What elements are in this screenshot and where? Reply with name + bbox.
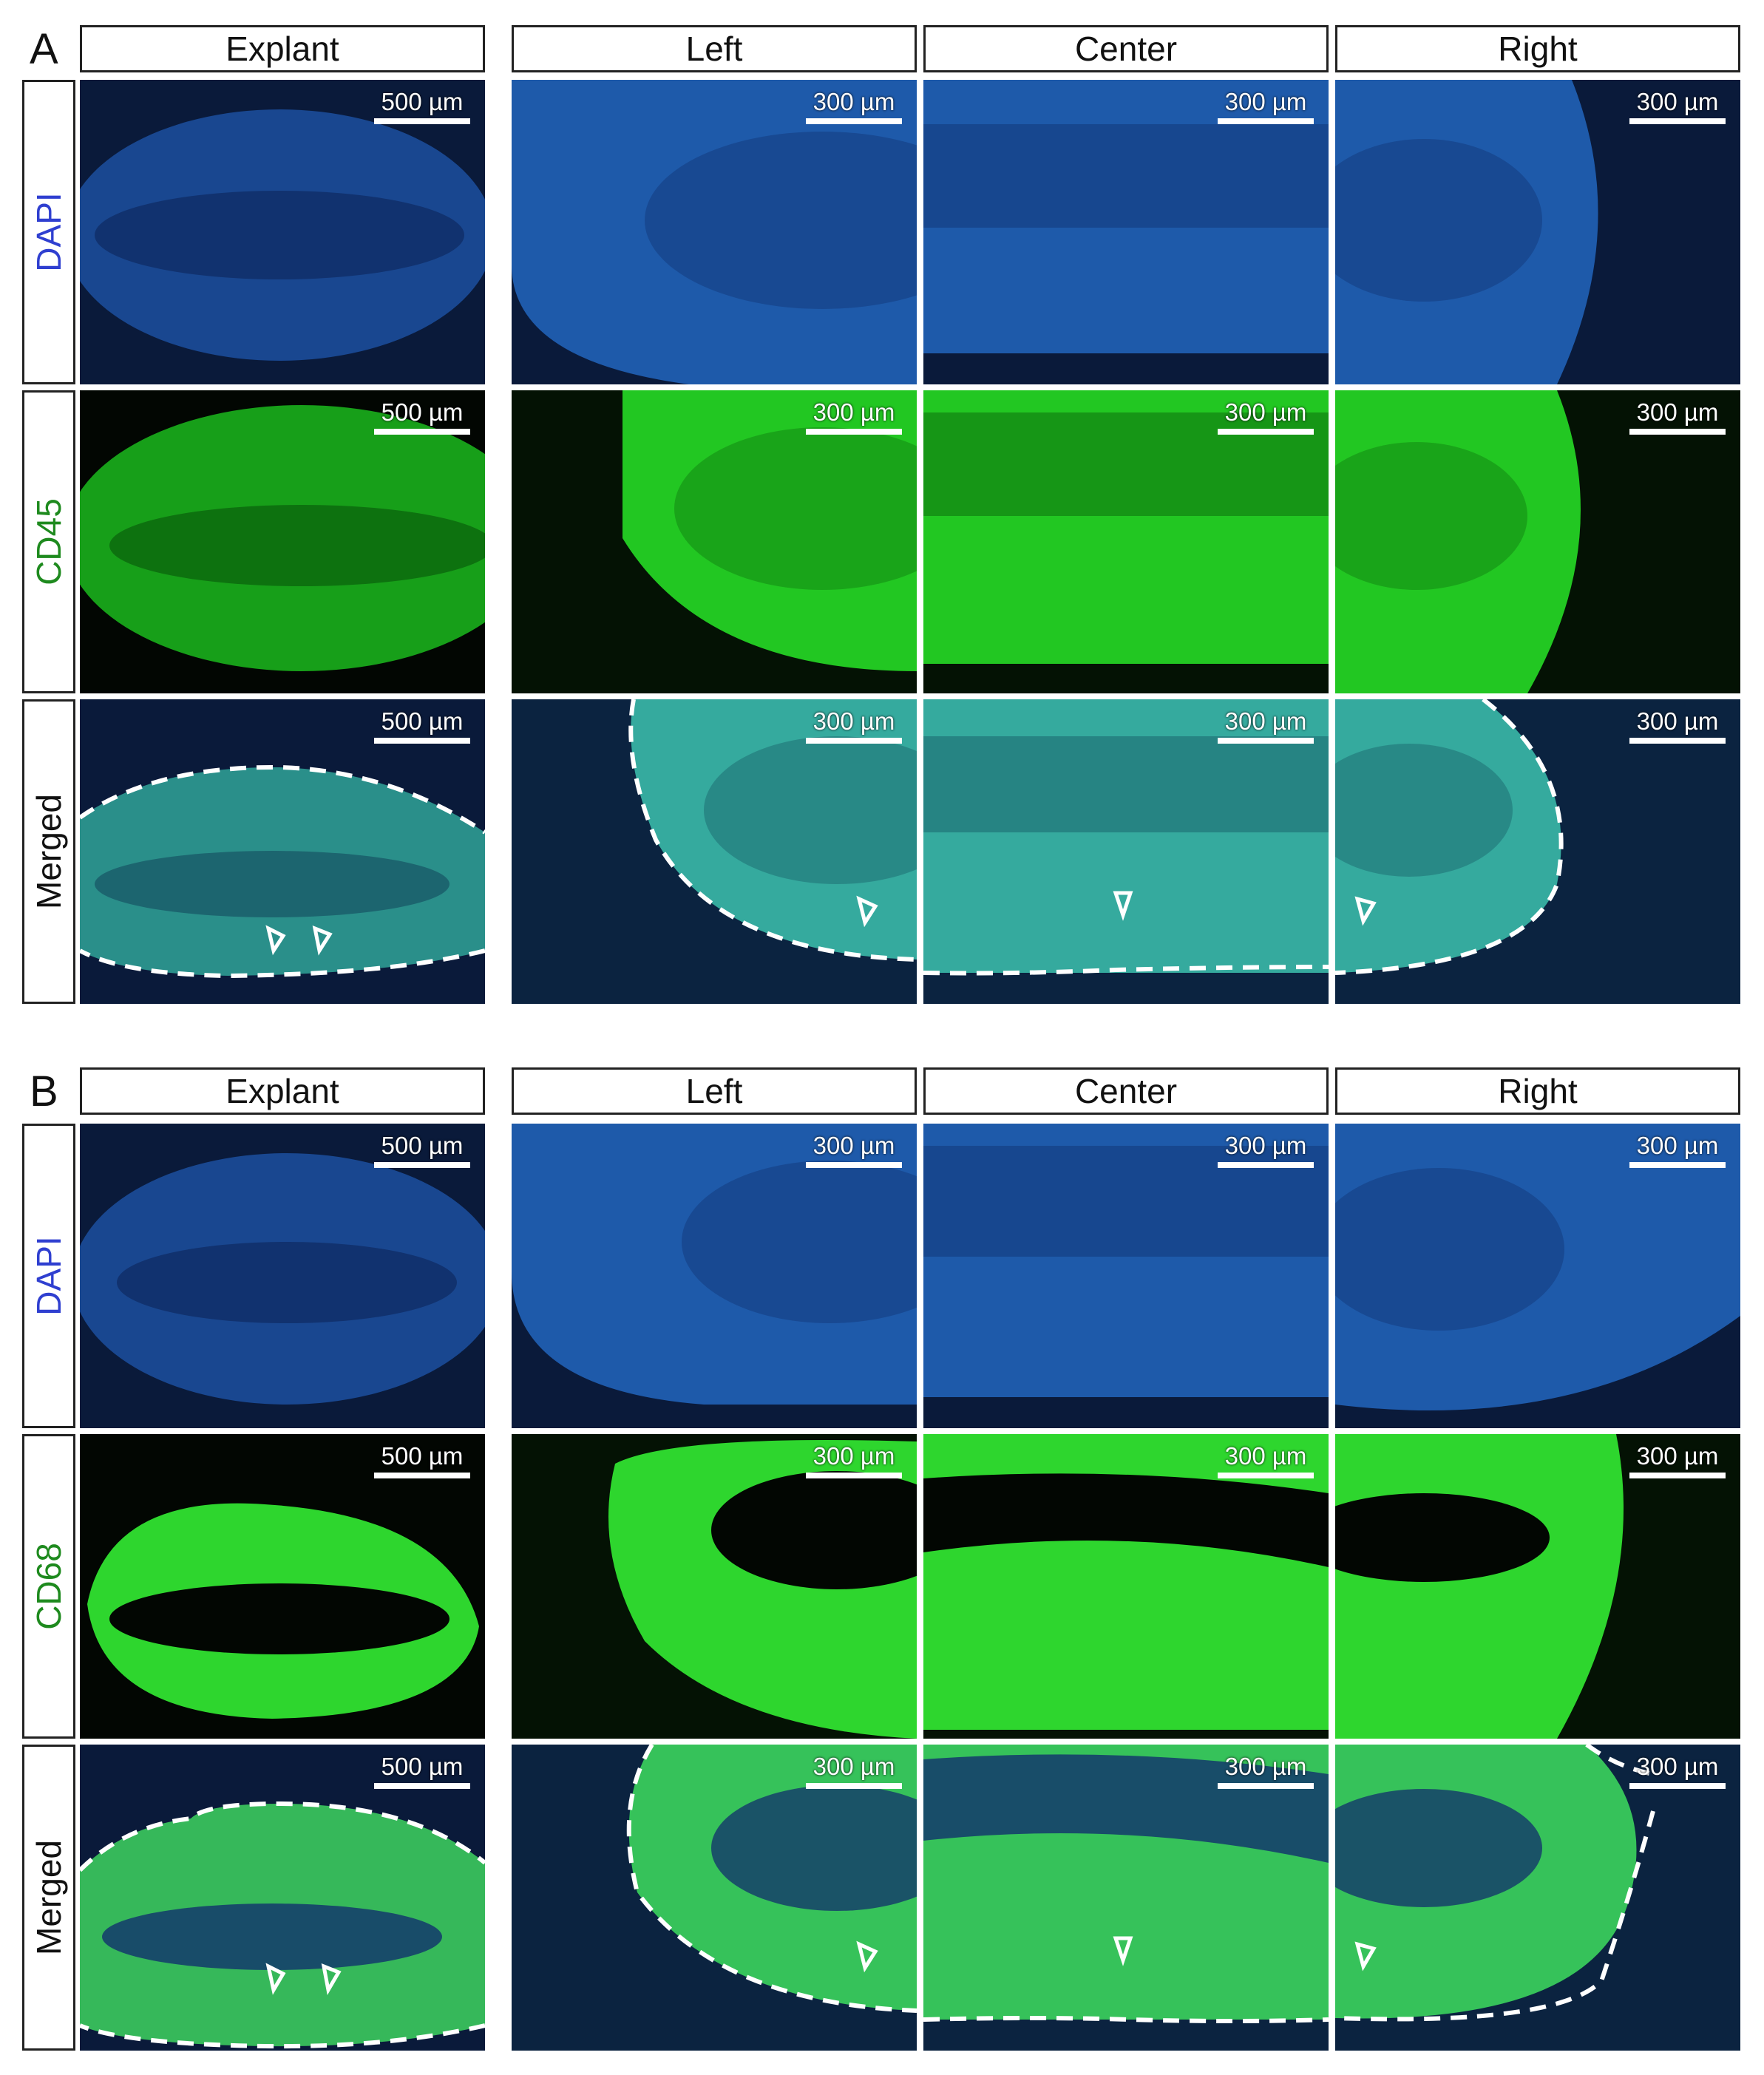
dashed-boundary (1335, 1745, 1655, 2022)
micrograph-cd68-center: 300 µm (923, 1434, 1329, 1739)
column-header-left: Left (512, 25, 917, 72)
scale-bar: 300 µm (1218, 87, 1314, 124)
dashed-boundary (923, 2016, 1329, 2023)
scale-bar: 500 µm (374, 87, 470, 124)
micrograph-dapi-explant: 500 µm (80, 80, 485, 384)
micrograph-dapi-left: 300 µm (512, 80, 917, 384)
column-header-center: Center (923, 25, 1329, 72)
panel-letter-b: B (30, 1067, 58, 1115)
dashed-boundary (923, 965, 1329, 976)
open-arrowhead-icon (856, 1940, 878, 1973)
scale-bar: 500 µm (374, 1131, 470, 1168)
dashed-boundary (628, 699, 917, 962)
row-label-dapi: DAPI (22, 1124, 75, 1428)
scale-bar: 300 µm (1629, 1752, 1726, 1789)
open-arrowhead-icon (265, 1963, 342, 1996)
micrograph-merged-right: 300 µm (1335, 1745, 1740, 2051)
row-label-cd45: CD45 (22, 390, 75, 693)
column-header-right: Right (1335, 1067, 1740, 1115)
open-arrowhead-icon (1113, 1936, 1133, 1966)
column-header-center: Center (923, 1067, 1329, 1115)
micrograph-dapi-explant: 500 µm (80, 1124, 485, 1428)
micrograph-cd45-explant: 500 µm (80, 390, 485, 693)
micrograph-dapi-left: 300 µm (512, 1124, 917, 1428)
row-label-text: DAPI (30, 1236, 68, 1316)
micrograph-cd45-center: 300 µm (923, 390, 1329, 693)
open-arrowhead-icon (1113, 891, 1133, 921)
scale-bar: 500 µm (374, 1441, 470, 1478)
open-arrowhead-icon (1354, 896, 1377, 926)
micrograph-dapi-center: 300 µm (923, 1124, 1329, 1428)
scale-bar: 300 µm (1629, 707, 1726, 744)
dashed-boundary (80, 1801, 485, 2049)
micrograph-dapi-right: 300 µm (1335, 1124, 1740, 1428)
row-label-text: CD45 (30, 498, 68, 585)
micrograph-merged-explant: 500 µm (80, 1745, 485, 2051)
scale-bar: 300 µm (1629, 1441, 1726, 1478)
scale-bar: 300 µm (806, 1752, 902, 1789)
scale-bar: 300 µm (806, 87, 902, 124)
row-label-cd68: CD68 (22, 1434, 75, 1739)
row-label-text: Merged (30, 1840, 68, 1955)
dashed-boundary (1335, 699, 1564, 975)
column-header-explant: Explant (80, 1067, 485, 1115)
row-label-text: Merged (30, 794, 68, 909)
micrograph-dapi-right: 300 µm (1335, 80, 1740, 384)
open-arrowhead-icon (265, 925, 333, 956)
scale-bar: 300 µm (1629, 1131, 1726, 1168)
scale-bar: 300 µm (806, 398, 902, 435)
column-header-explant: Explant (80, 25, 485, 72)
micrograph-merged-right: 300 µm (1335, 699, 1740, 1004)
micrograph-dapi-center: 300 µm (923, 80, 1329, 384)
row-label-dapi: DAPI (22, 80, 75, 384)
scale-bar: 300 µm (1218, 1441, 1314, 1478)
scale-bar: 300 µm (806, 707, 902, 744)
micrograph-merged-center: 300 µm (923, 1745, 1329, 2051)
dashed-boundary (80, 764, 485, 979)
micrograph-merged-center: 300 µm (923, 699, 1329, 1004)
scale-bar: 500 µm (374, 707, 470, 744)
scale-bar: 300 µm (1218, 1752, 1314, 1789)
micrograph-merged-left: 300 µm (512, 699, 917, 1004)
panel-letter-a: A (30, 25, 58, 73)
scale-bar: 300 µm (806, 1131, 902, 1168)
scale-bar: 300 µm (1218, 1131, 1314, 1168)
micrograph-merged-explant: 500 µm (80, 699, 485, 1004)
row-label-text: CD68 (30, 1543, 68, 1630)
scale-bar: 300 µm (1629, 87, 1726, 124)
scale-bar: 500 µm (374, 1752, 470, 1789)
open-arrowhead-icon (1354, 1941, 1377, 1972)
scale-bar: 300 µm (1218, 707, 1314, 744)
scale-bar: 300 µm (1629, 398, 1726, 435)
micrograph-cd68-right: 300 µm (1335, 1434, 1740, 1739)
micrograph-cd45-right: 300 µm (1335, 390, 1740, 693)
row-label-merged: Merged (22, 699, 75, 1004)
column-header-left: Left (512, 1067, 917, 1115)
row-label-text: DAPI (30, 192, 68, 272)
micrograph-cd68-explant: 500 µm (80, 1434, 485, 1739)
column-header-right: Right (1335, 25, 1740, 72)
open-arrowhead-icon (856, 895, 878, 928)
scale-bar: 300 µm (806, 1441, 902, 1478)
micrograph-merged-left: 300 µm (512, 1745, 917, 2051)
micrograph-cd68-left: 300 µm (512, 1434, 917, 1739)
scale-bar: 500 µm (374, 398, 470, 435)
micrograph-cd45-left: 300 µm (512, 390, 917, 693)
scale-bar: 300 µm (1218, 398, 1314, 435)
row-label-merged: Merged (22, 1745, 75, 2051)
